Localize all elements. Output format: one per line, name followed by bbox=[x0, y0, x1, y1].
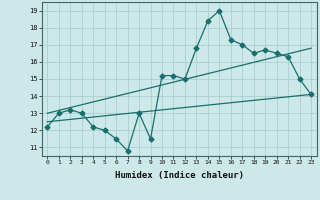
X-axis label: Humidex (Indice chaleur): Humidex (Indice chaleur) bbox=[115, 171, 244, 180]
